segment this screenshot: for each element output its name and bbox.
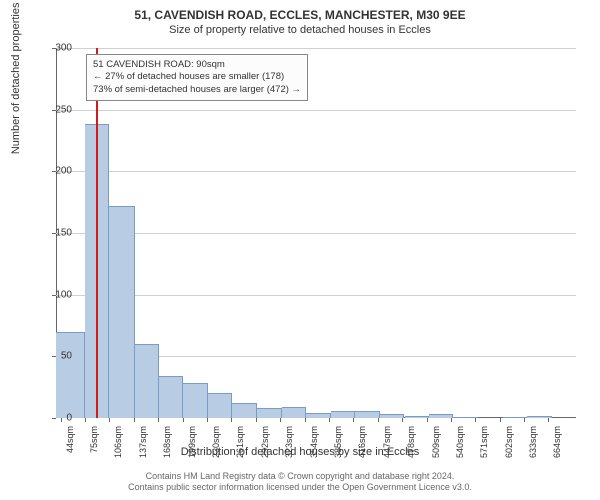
y-tick-label: 150 bbox=[42, 228, 72, 239]
x-tick-mark bbox=[109, 418, 110, 422]
x-tick-mark bbox=[158, 418, 159, 422]
bar bbox=[183, 383, 207, 418]
x-tick-mark bbox=[207, 418, 208, 422]
bar bbox=[109, 206, 134, 418]
x-tick-mark bbox=[85, 418, 86, 422]
attribution-line-1: Contains HM Land Registry data © Crown c… bbox=[0, 471, 600, 483]
chart-subtitle: Size of property relative to detached ho… bbox=[0, 22, 600, 36]
y-tick-label: 250 bbox=[42, 104, 72, 115]
bar bbox=[159, 376, 183, 418]
x-tick-mark bbox=[402, 418, 403, 422]
y-tick-label: 50 bbox=[42, 351, 72, 362]
y-tick-label: 0 bbox=[42, 413, 72, 424]
highlight-line bbox=[96, 48, 98, 418]
x-tick-mark bbox=[256, 418, 257, 422]
plot-area: 44sqm75sqm106sqm137sqm168sqm199sqm230sqm… bbox=[56, 48, 576, 418]
x-tick-mark bbox=[427, 418, 428, 422]
y-tick-mark bbox=[52, 233, 56, 234]
x-tick-mark bbox=[500, 418, 501, 422]
x-tick-mark bbox=[134, 418, 135, 422]
y-tick-label: 200 bbox=[42, 166, 72, 177]
x-tick-mark bbox=[353, 418, 354, 422]
attribution-line-2: Contains public sector information licen… bbox=[0, 482, 600, 494]
y-tick-mark bbox=[52, 418, 56, 419]
chart-container: 51, CAVENDISH ROAD, ECCLES, MANCHESTER, … bbox=[0, 0, 600, 500]
y-axis-label: Number of detached properties bbox=[10, 3, 22, 155]
y-tick-mark bbox=[52, 48, 56, 49]
bar bbox=[306, 413, 330, 418]
bar bbox=[208, 393, 232, 418]
y-tick-mark bbox=[52, 295, 56, 296]
y-tick-mark bbox=[52, 110, 56, 111]
y-tick-mark bbox=[52, 356, 56, 357]
y-tick-label: 300 bbox=[42, 43, 72, 54]
bar bbox=[331, 411, 355, 418]
bar bbox=[232, 403, 257, 418]
x-tick-mark bbox=[305, 418, 306, 422]
x-tick-mark bbox=[548, 418, 549, 422]
bars-group bbox=[56, 48, 576, 418]
bar bbox=[135, 344, 159, 418]
attribution: Contains HM Land Registry data © Crown c… bbox=[0, 471, 600, 494]
y-tick-mark bbox=[52, 171, 56, 172]
x-tick-mark bbox=[378, 418, 379, 422]
x-tick-mark bbox=[451, 418, 452, 422]
annotation-box: 51 CAVENDISH ROAD: 90sqm ← 27% of detach… bbox=[86, 54, 308, 101]
bar bbox=[355, 411, 380, 418]
x-tick-mark bbox=[524, 418, 525, 422]
bar bbox=[429, 414, 453, 418]
x-tick-mark bbox=[329, 418, 330, 422]
x-tick-mark bbox=[231, 418, 232, 422]
annotation-line-2: ← 27% of detached houses are smaller (17… bbox=[93, 71, 301, 83]
bar bbox=[380, 414, 404, 418]
bar bbox=[257, 408, 281, 418]
annotation-line-3: 73% of semi-detached houses are larger (… bbox=[93, 84, 301, 96]
x-tick-mark bbox=[183, 418, 184, 422]
chart-title: 51, CAVENDISH ROAD, ECCLES, MANCHESTER, … bbox=[0, 0, 600, 22]
bar bbox=[56, 332, 85, 418]
x-tick-mark bbox=[475, 418, 476, 422]
x-tick-mark bbox=[280, 418, 281, 422]
annotation-line-1: 51 CAVENDISH ROAD: 90sqm bbox=[93, 59, 301, 71]
y-tick-label: 100 bbox=[42, 289, 72, 300]
bar bbox=[453, 417, 477, 418]
bar bbox=[405, 416, 429, 418]
bar bbox=[282, 407, 306, 418]
x-axis-label: Distribution of detached houses by size … bbox=[0, 446, 600, 458]
